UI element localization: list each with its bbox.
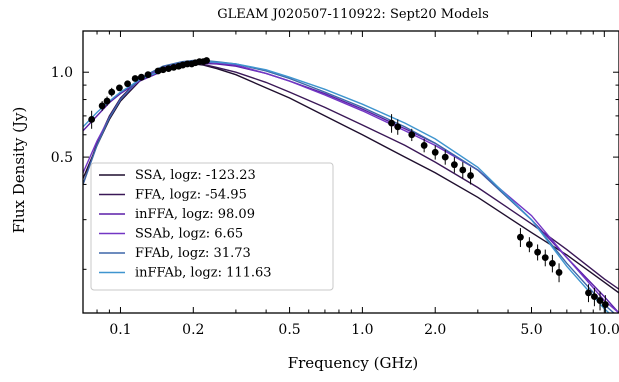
data-point — [548, 254, 556, 273]
data-point — [388, 114, 395, 133]
data-points — [88, 57, 609, 313]
data-point — [541, 249, 549, 267]
data-point — [420, 138, 428, 153]
data-point-marker — [420, 142, 428, 149]
x-axis-label: Frequency (GHz) — [288, 354, 419, 372]
data-point — [394, 119, 402, 135]
data-point — [596, 291, 604, 311]
data-point — [591, 287, 598, 307]
data-point-marker — [525, 241, 533, 248]
data-point-marker — [601, 301, 609, 308]
x-tick-label: 0.1 — [109, 322, 131, 338]
data-point-marker — [548, 259, 556, 267]
data-point-marker — [431, 148, 439, 156]
plot-area-frame — [82, 30, 619, 314]
data-point — [517, 228, 524, 247]
data-point-marker — [459, 166, 467, 174]
legend: SSA, logz: -123.23 FFA, logz: -54.95 inFFA… — [90, 162, 334, 291]
data-point-marker — [124, 80, 131, 88]
data-point-marker — [388, 119, 395, 127]
data-point — [431, 145, 439, 160]
data-point — [137, 73, 145, 81]
data-point-marker — [98, 102, 106, 110]
x-tick-label: 2.0 — [424, 322, 446, 338]
data-point-marker — [144, 71, 152, 79]
data-point — [108, 87, 116, 97]
data-point-marker — [585, 289, 592, 297]
data-point-marker — [534, 248, 542, 256]
legend-label: inFFAb, logz: 111.63 — [135, 266, 272, 281]
data-point-marker — [137, 73, 145, 81]
data-point-marker — [159, 66, 167, 74]
x-tick-label: 5.0 — [520, 322, 542, 338]
data-point — [525, 237, 533, 253]
x-tick-label: 0.2 — [182, 322, 204, 338]
data-point-marker — [88, 116, 96, 123]
legend-label: SSA, logz: -123.23 — [135, 168, 256, 183]
y-axis-label: Flux Density (Jy) — [10, 107, 28, 234]
data-point-marker — [408, 131, 416, 139]
data-point-marker — [517, 233, 524, 241]
data-point — [88, 110, 96, 129]
data-point — [585, 284, 592, 303]
data-point — [165, 65, 172, 72]
data-point-marker — [596, 297, 604, 304]
data-point-marker — [108, 88, 116, 96]
x-tick-label: 10.0 — [589, 322, 619, 338]
data-point-marker — [555, 269, 563, 276]
model-curve-0 — [83, 63, 619, 294]
data-point-marker — [441, 153, 449, 161]
legend-label: FFAb, logz: 31.73 — [135, 246, 251, 261]
x-tick-label: 1.0 — [351, 322, 373, 338]
data-point-marker — [116, 84, 123, 92]
data-point-marker — [394, 123, 402, 131]
legend-label: SSAb, logz: 6.65 — [135, 227, 243, 242]
data-point-marker — [467, 172, 474, 179]
data-point-marker — [541, 254, 549, 262]
data-point — [450, 157, 458, 173]
data-point — [408, 128, 416, 142]
data-point — [159, 66, 167, 74]
data-point-marker — [203, 57, 211, 64]
data-point-marker — [131, 75, 139, 82]
data-point-marker — [103, 97, 111, 105]
data-point — [203, 57, 211, 64]
legend-label: inFFA, logz: 98.09 — [135, 207, 255, 222]
data-point — [467, 167, 474, 185]
legend-label: FFA, logz: -54.95 — [135, 188, 247, 203]
data-point — [116, 84, 123, 92]
chart-title: GLEAM J020507-110922: Sept20 Models — [217, 7, 489, 22]
x-tick-label: 0.5 — [278, 322, 300, 338]
data-point-marker — [591, 293, 598, 301]
data-point — [441, 149, 449, 165]
data-point — [131, 75, 139, 82]
data-point — [124, 80, 131, 88]
data-point — [601, 295, 609, 313]
y-tick-label: 1.0 — [51, 65, 73, 81]
data-point — [534, 244, 542, 261]
data-point — [555, 263, 563, 283]
data-point — [459, 162, 467, 179]
data-point — [103, 96, 111, 106]
data-point — [144, 71, 152, 79]
data-point-marker — [165, 65, 172, 72]
legend-box — [90, 162, 334, 291]
y-tick-label: 0.5 — [51, 150, 73, 166]
data-point-marker — [450, 161, 458, 169]
data-point — [98, 101, 106, 111]
